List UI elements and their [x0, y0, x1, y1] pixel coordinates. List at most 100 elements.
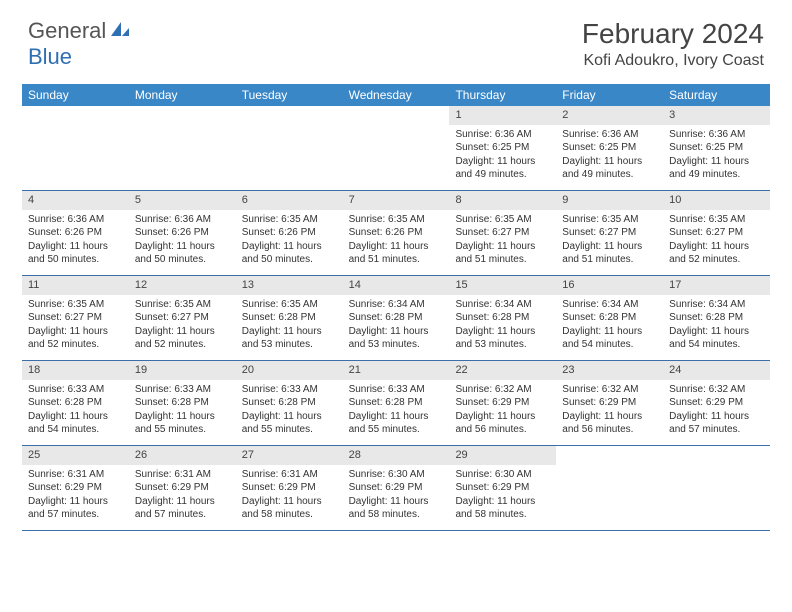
- day-content: Sunrise: 6:34 AMSunset: 6:28 PMDaylight:…: [343, 295, 450, 358]
- sunset-text: Sunset: 6:28 PM: [28, 396, 123, 410]
- sunrise-text: Sunrise: 6:33 AM: [135, 383, 230, 397]
- day-content: Sunrise: 6:36 AMSunset: 6:25 PMDaylight:…: [556, 125, 663, 188]
- daylight-text-2: and 49 minutes.: [669, 168, 764, 182]
- day-content: Sunrise: 6:33 AMSunset: 6:28 PMDaylight:…: [22, 380, 129, 443]
- day-number: [236, 106, 343, 125]
- sunrise-text: Sunrise: 6:35 AM: [242, 213, 337, 227]
- day-content: Sunrise: 6:35 AMSunset: 6:26 PMDaylight:…: [343, 210, 450, 273]
- daylight-text-1: Daylight: 11 hours: [455, 325, 550, 339]
- day-content: Sunrise: 6:31 AMSunset: 6:29 PMDaylight:…: [22, 465, 129, 528]
- sunrise-text: Sunrise: 6:34 AM: [455, 298, 550, 312]
- day-number: 6: [236, 191, 343, 210]
- sunrise-text: Sunrise: 6:35 AM: [28, 298, 123, 312]
- daylight-text-2: and 55 minutes.: [242, 423, 337, 437]
- sunset-text: Sunset: 6:28 PM: [242, 311, 337, 325]
- title-block: February 2024 Kofi Adoukro, Ivory Coast: [582, 18, 764, 70]
- weekday-header: Wednesday: [343, 84, 450, 106]
- day-cell: 15Sunrise: 6:34 AMSunset: 6:28 PMDayligh…: [449, 276, 556, 360]
- day-content: Sunrise: 6:33 AMSunset: 6:28 PMDaylight:…: [129, 380, 236, 443]
- sail-icon: [109, 18, 131, 44]
- sunset-text: Sunset: 6:27 PM: [669, 226, 764, 240]
- weekday-header: Saturday: [663, 84, 770, 106]
- sunset-text: Sunset: 6:27 PM: [28, 311, 123, 325]
- sunrise-text: Sunrise: 6:35 AM: [349, 213, 444, 227]
- daylight-text-2: and 51 minutes.: [455, 253, 550, 267]
- weekday-header: Sunday: [22, 84, 129, 106]
- daylight-text-2: and 51 minutes.: [349, 253, 444, 267]
- sunrise-text: Sunrise: 6:34 AM: [349, 298, 444, 312]
- day-cell: 17Sunrise: 6:34 AMSunset: 6:28 PMDayligh…: [663, 276, 770, 360]
- day-number: 20: [236, 361, 343, 380]
- sunrise-text: Sunrise: 6:30 AM: [455, 468, 550, 482]
- logo: General: [28, 18, 131, 44]
- daylight-text-2: and 50 minutes.: [135, 253, 230, 267]
- sunrise-text: Sunrise: 6:35 AM: [669, 213, 764, 227]
- sunset-text: Sunset: 6:29 PM: [242, 481, 337, 495]
- daylight-text-2: and 57 minutes.: [669, 423, 764, 437]
- sunset-text: Sunset: 6:29 PM: [562, 396, 657, 410]
- daylight-text-1: Daylight: 11 hours: [349, 410, 444, 424]
- day-number: 26: [129, 446, 236, 465]
- daylight-text-1: Daylight: 11 hours: [135, 495, 230, 509]
- day-content: Sunrise: 6:35 AMSunset: 6:27 PMDaylight:…: [22, 295, 129, 358]
- daylight-text-2: and 54 minutes.: [28, 423, 123, 437]
- day-cell: 13Sunrise: 6:35 AMSunset: 6:28 PMDayligh…: [236, 276, 343, 360]
- daylight-text-2: and 53 minutes.: [455, 338, 550, 352]
- day-number: 15: [449, 276, 556, 295]
- daylight-text-1: Daylight: 11 hours: [669, 155, 764, 169]
- day-number: 14: [343, 276, 450, 295]
- day-cell: [663, 446, 770, 530]
- day-number: 9: [556, 191, 663, 210]
- sunrise-text: Sunrise: 6:31 AM: [135, 468, 230, 482]
- sunset-text: Sunset: 6:28 PM: [562, 311, 657, 325]
- daylight-text-1: Daylight: 11 hours: [562, 240, 657, 254]
- weekday-header-row: SundayMondayTuesdayWednesdayThursdayFrid…: [22, 84, 770, 106]
- day-number: 18: [22, 361, 129, 380]
- sunrise-text: Sunrise: 6:35 AM: [562, 213, 657, 227]
- day-content: Sunrise: 6:31 AMSunset: 6:29 PMDaylight:…: [129, 465, 236, 528]
- day-cell: 22Sunrise: 6:32 AMSunset: 6:29 PMDayligh…: [449, 361, 556, 445]
- daylight-text-2: and 51 minutes.: [562, 253, 657, 267]
- sunrise-text: Sunrise: 6:33 AM: [28, 383, 123, 397]
- daylight-text-2: and 50 minutes.: [242, 253, 337, 267]
- daylight-text-1: Daylight: 11 hours: [669, 325, 764, 339]
- week-row: 11Sunrise: 6:35 AMSunset: 6:27 PMDayligh…: [22, 276, 770, 361]
- sunrise-text: Sunrise: 6:32 AM: [455, 383, 550, 397]
- day-number: 12: [129, 276, 236, 295]
- day-content: Sunrise: 6:35 AMSunset: 6:27 PMDaylight:…: [129, 295, 236, 358]
- day-number: 22: [449, 361, 556, 380]
- sunset-text: Sunset: 6:25 PM: [562, 141, 657, 155]
- sunset-text: Sunset: 6:29 PM: [669, 396, 764, 410]
- daylight-text-2: and 52 minutes.: [135, 338, 230, 352]
- day-number: 3: [663, 106, 770, 125]
- day-content: Sunrise: 6:35 AMSunset: 6:27 PMDaylight:…: [663, 210, 770, 273]
- day-cell: 3Sunrise: 6:36 AMSunset: 6:25 PMDaylight…: [663, 106, 770, 190]
- daylight-text-1: Daylight: 11 hours: [28, 325, 123, 339]
- day-number: 2: [556, 106, 663, 125]
- day-cell: 23Sunrise: 6:32 AMSunset: 6:29 PMDayligh…: [556, 361, 663, 445]
- day-content: Sunrise: 6:32 AMSunset: 6:29 PMDaylight:…: [663, 380, 770, 443]
- calendar: SundayMondayTuesdayWednesdayThursdayFrid…: [22, 84, 770, 531]
- day-content: Sunrise: 6:35 AMSunset: 6:27 PMDaylight:…: [449, 210, 556, 273]
- sunrise-text: Sunrise: 6:32 AM: [562, 383, 657, 397]
- day-content: Sunrise: 6:35 AMSunset: 6:27 PMDaylight:…: [556, 210, 663, 273]
- day-number: 27: [236, 446, 343, 465]
- sunrise-text: Sunrise: 6:31 AM: [242, 468, 337, 482]
- day-cell: 6Sunrise: 6:35 AMSunset: 6:26 PMDaylight…: [236, 191, 343, 275]
- day-content: Sunrise: 6:36 AMSunset: 6:25 PMDaylight:…: [663, 125, 770, 188]
- day-number: [663, 446, 770, 465]
- daylight-text-2: and 58 minutes.: [242, 508, 337, 522]
- sunrise-text: Sunrise: 6:33 AM: [242, 383, 337, 397]
- day-cell: 11Sunrise: 6:35 AMSunset: 6:27 PMDayligh…: [22, 276, 129, 360]
- daylight-text-2: and 54 minutes.: [669, 338, 764, 352]
- daylight-text-1: Daylight: 11 hours: [242, 495, 337, 509]
- day-number: 11: [22, 276, 129, 295]
- week-row: 4Sunrise: 6:36 AMSunset: 6:26 PMDaylight…: [22, 191, 770, 276]
- daylight-text-2: and 54 minutes.: [562, 338, 657, 352]
- day-cell: 9Sunrise: 6:35 AMSunset: 6:27 PMDaylight…: [556, 191, 663, 275]
- day-cell: [129, 106, 236, 190]
- sunrise-text: Sunrise: 6:36 AM: [669, 128, 764, 142]
- sunset-text: Sunset: 6:26 PM: [349, 226, 444, 240]
- daylight-text-2: and 58 minutes.: [349, 508, 444, 522]
- daylight-text-1: Daylight: 11 hours: [455, 155, 550, 169]
